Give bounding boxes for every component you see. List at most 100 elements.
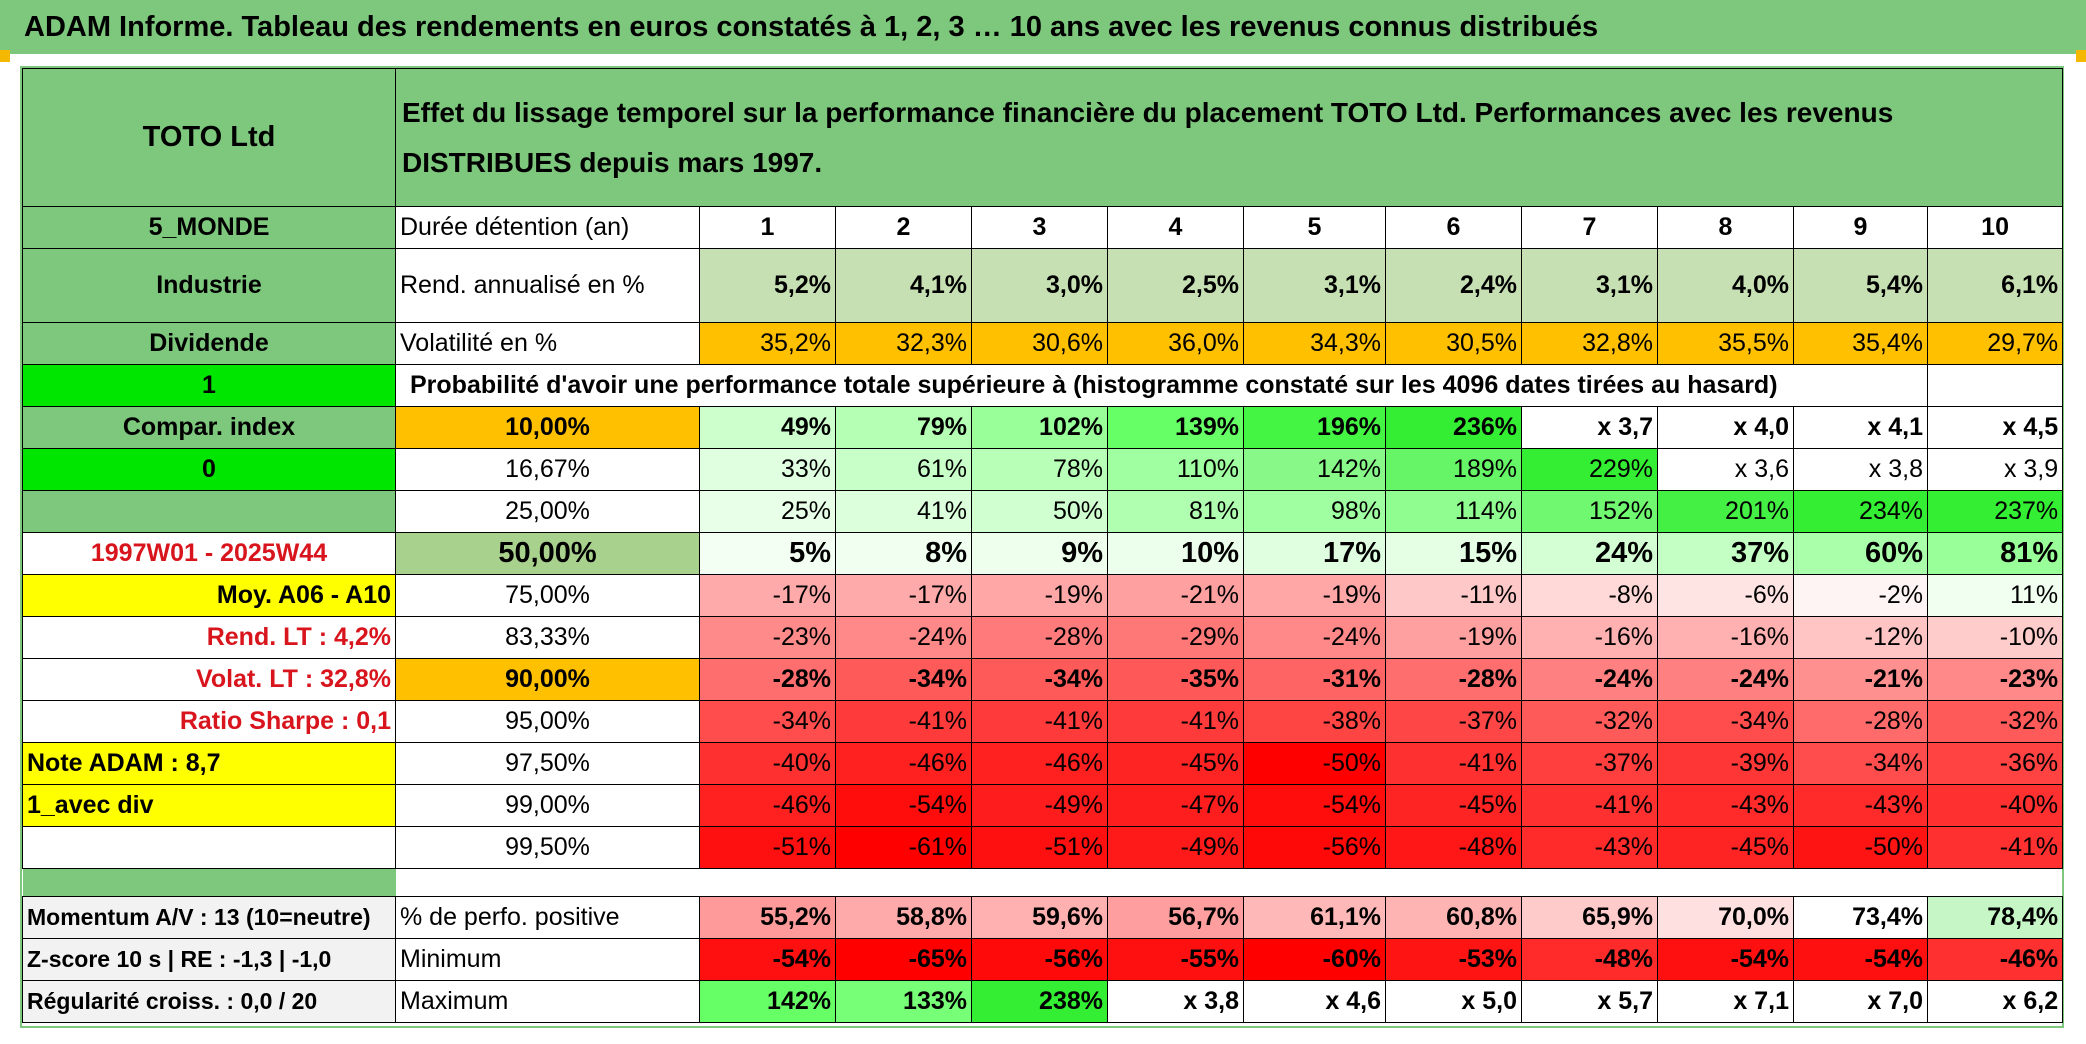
empty-cell xyxy=(1926,364,2064,407)
quantile-value-year-4: -45% xyxy=(1107,742,1244,785)
report-title: ADAM Informe. Tableau des rendements en … xyxy=(24,11,1599,43)
quantile-value-year-5: -19% xyxy=(1243,574,1386,617)
quantile-value-year-10: 11% xyxy=(1926,574,2064,617)
quantile-value-year-5: -38% xyxy=(1243,700,1386,743)
quantile-value-year-4: -35% xyxy=(1107,658,1244,701)
long-term-return: Rend. LT : 4,2% xyxy=(22,616,396,659)
maximum-row: Régularité croiss. : 0,0 / 20 Maximum 142%… xyxy=(22,980,2064,1023)
momentum-label: Momentum A/V : 13 (10=neutre) xyxy=(22,896,396,939)
positive-performance-label: % de perfo. positive xyxy=(395,896,700,939)
positive-performance-year-9: 73,4% xyxy=(1793,896,1928,939)
quantile-value-year-1: -46% xyxy=(699,784,836,827)
minimum-year-2: -65% xyxy=(835,938,972,981)
volatility-year-6: 30,5% xyxy=(1385,322,1522,365)
quantile-value-year-4: 81% xyxy=(1107,490,1244,533)
side-empty-cell xyxy=(22,490,396,533)
region-label: 5_MONDE xyxy=(22,206,396,249)
quantile-value-year-7: 229% xyxy=(1521,448,1658,491)
annualized-return-year-8: 4,0% xyxy=(1657,248,1794,323)
quantile-value-year-6: 114% xyxy=(1385,490,1522,533)
separator-row xyxy=(22,868,2063,897)
holding-duration-label: Durée détention (an) xyxy=(395,206,700,249)
quantile-value-year-8: x 4,0 xyxy=(1657,406,1794,449)
distribution-row: Volat. LT : 32,8% 90,00% -28% -34% -34% -35% -… xyxy=(22,658,2064,701)
period-label: 1997W01 - 2025W44 xyxy=(22,532,396,575)
quantile-value-year-3: -19% xyxy=(971,574,1108,617)
quantile-value-year-5: -50% xyxy=(1243,742,1386,785)
quantile-value-year-3: 50% xyxy=(971,490,1108,533)
flag-one: 1 xyxy=(22,364,396,407)
maximum-year-3: 238% xyxy=(971,980,1108,1023)
annualized-return-year-4: 2,5% xyxy=(1107,248,1244,323)
volatility-year-10: 29,7% xyxy=(1926,322,2064,365)
performance-table: TOTO Ltd Effet du lissage temporel sur l… xyxy=(22,68,2064,1023)
probability-header-row: 1 Probabilité d'avoir une performance tot… xyxy=(22,364,2064,407)
minimum-year-9: -54% xyxy=(1793,938,1928,981)
quantile-value-year-5: -24% xyxy=(1243,616,1386,659)
quantile-value-year-2: -54% xyxy=(835,784,972,827)
maximum-year-8: x 7,1 xyxy=(1657,980,1794,1023)
quantile-value-year-7: x 3,7 xyxy=(1521,406,1658,449)
quantile-value-year-9: 60% xyxy=(1793,532,1928,575)
quantile-value-year-2: 79% xyxy=(835,406,972,449)
quantile-value-year-6: -48% xyxy=(1385,826,1522,869)
quantile-label: 50,00% xyxy=(395,532,700,575)
quantile-label: 95,00% xyxy=(395,700,700,743)
quantile-value-year-5: 98% xyxy=(1243,490,1386,533)
minimum-year-8: -54% xyxy=(1657,938,1794,981)
quantile-value-year-4: -21% xyxy=(1107,574,1244,617)
quantile-value-year-6: -37% xyxy=(1385,700,1522,743)
year-header-5: 5 xyxy=(1243,206,1386,249)
quantile-value-year-3: -41% xyxy=(971,700,1108,743)
quantile-value-year-9: -21% xyxy=(1793,658,1928,701)
quantile-value-year-9: -50% xyxy=(1793,826,1928,869)
quantile-value-year-7: -16% xyxy=(1521,616,1658,659)
positive-performance-year-10: 78,4% xyxy=(1926,896,2064,939)
quantile-value-year-2: -34% xyxy=(835,658,972,701)
year-header-3: 3 xyxy=(971,206,1108,249)
distribution-row: 99,50% -51% -61% -51% -49% -56% -48% -43% -45% -5… xyxy=(22,826,2064,869)
minimum-year-7: -48% xyxy=(1521,938,1658,981)
annualized-return-row: Industrie Rend. annualisé en % 5,2% 4,1% 3,0… xyxy=(22,248,2064,323)
maximum-year-6: x 5,0 xyxy=(1385,980,1522,1023)
corner-marker-left xyxy=(0,50,10,62)
zscore-label: Z-score 10 s | RE : -1,3 | -1,0 xyxy=(22,938,396,981)
quantile-value-year-4: 110% xyxy=(1107,448,1244,491)
quantile-value-year-4: -49% xyxy=(1107,826,1244,869)
distribution-row: Compar. index 10,00% 49% 79% 102% 139% 196% 236… xyxy=(22,406,2064,449)
quantile-value-year-7: -8% xyxy=(1521,574,1658,617)
quantile-value-year-1: 5% xyxy=(699,532,836,575)
quantile-value-year-8: -6% xyxy=(1657,574,1794,617)
annualized-return-year-6: 2,4% xyxy=(1385,248,1522,323)
quantile-value-year-3: 9% xyxy=(971,532,1108,575)
quantile-value-year-4: 139% xyxy=(1107,406,1244,449)
regularity-label: Régularité croiss. : 0,0 / 20 xyxy=(22,980,396,1023)
distribution-row: 25,00% 25% 41% 50% 81% 98% 114% 152% 201% 234% 237… xyxy=(22,490,2064,533)
quantile-value-year-9: -43% xyxy=(1793,784,1928,827)
quantile-value-year-2: -24% xyxy=(835,616,972,659)
volatility-row: Dividende Volatilité en % 35,2% 32,3% 30,6% 3… xyxy=(22,322,2064,365)
years-row: 5_MONDE Durée détention (an) 1 2 3 4 5 6 7 8 9 10 xyxy=(22,206,2064,249)
annualized-return-year-5: 3,1% xyxy=(1243,248,1386,323)
quantile-value-year-4: 10% xyxy=(1107,532,1244,575)
positive-performance-year-6: 60,8% xyxy=(1385,896,1522,939)
quantile-label: 99,00% xyxy=(395,784,700,827)
year-header-9: 9 xyxy=(1793,206,1928,249)
maximum-year-1: 142% xyxy=(699,980,836,1023)
annualized-return-year-2: 4,1% xyxy=(835,248,972,323)
quantile-value-year-9: -2% xyxy=(1793,574,1928,617)
distribution-row: Ratio Sharpe : 0,1 95,00% -34% -41% -41% -41%… xyxy=(22,700,2064,743)
year-header-4: 4 xyxy=(1107,206,1244,249)
volatility-year-2: 32,3% xyxy=(835,322,972,365)
annualized-return-year-9: 5,4% xyxy=(1793,248,1928,323)
annualized-return-label: Rend. annualisé en % xyxy=(395,248,700,323)
quantile-value-year-10: -10% xyxy=(1926,616,2064,659)
quantile-value-year-1: -40% xyxy=(699,742,836,785)
quantile-value-year-3: -28% xyxy=(971,616,1108,659)
quantile-label: 25,00% xyxy=(395,490,700,533)
volatility-year-1: 35,2% xyxy=(699,322,836,365)
distribution-row: 1_avec div 99,00% -46% -54% -49% -47% -54% -45%… xyxy=(22,784,2064,827)
maximum-label: Maximum xyxy=(395,980,700,1023)
distribution-row: Note ADAM : 8,7 97,50% -40% -46% -46% -45% -50… xyxy=(22,742,2064,785)
minimum-year-6: -53% xyxy=(1385,938,1522,981)
